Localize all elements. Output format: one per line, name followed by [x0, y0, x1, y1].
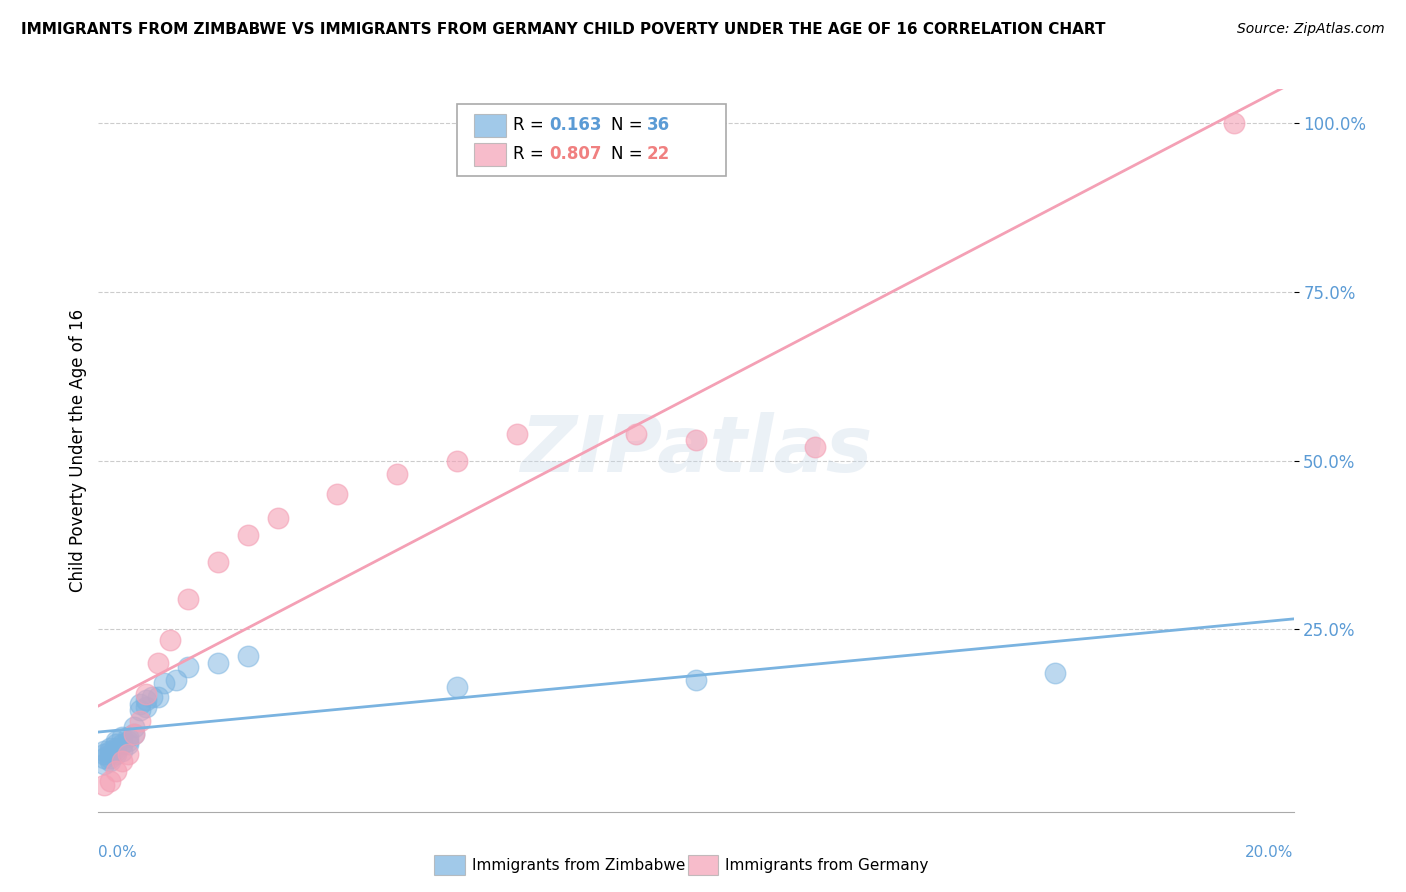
Point: [105, 764, 128, 779]
Point: [148, 656, 170, 670]
Point: [236, 649, 259, 664]
Text: Source: ZipAtlas.com: Source: ZipAtlas.com: [1237, 22, 1385, 37]
Point: [506, 426, 529, 441]
Point: [93, 750, 115, 764]
Point: [129, 703, 152, 717]
Text: R =: R =: [513, 145, 550, 163]
Text: 0.0%: 0.0%: [98, 846, 138, 861]
Point: [117, 734, 139, 748]
Point: [105, 747, 128, 762]
Point: [93, 744, 115, 758]
Point: [98, 744, 122, 758]
Point: [165, 673, 187, 687]
Point: [148, 690, 170, 704]
Point: [446, 680, 468, 694]
FancyBboxPatch shape: [474, 143, 506, 166]
Point: [135, 693, 157, 707]
Point: [685, 434, 707, 448]
Point: [153, 676, 176, 690]
Point: [93, 778, 115, 792]
Point: [98, 774, 122, 789]
Point: [135, 687, 157, 701]
Point: [385, 467, 409, 481]
FancyBboxPatch shape: [457, 103, 725, 176]
Text: ZIPatlas: ZIPatlas: [520, 412, 872, 489]
Text: 0.163: 0.163: [548, 116, 602, 135]
Point: [207, 555, 229, 569]
Text: Immigrants from Zimbabwe: Immigrants from Zimbabwe: [472, 858, 686, 872]
Point: [93, 757, 115, 772]
Point: [98, 750, 122, 764]
Point: [177, 592, 200, 607]
FancyBboxPatch shape: [474, 114, 506, 136]
Point: [124, 727, 146, 741]
Point: [111, 744, 134, 758]
Text: 0.807: 0.807: [548, 145, 602, 163]
Point: [1223, 116, 1246, 130]
Point: [141, 690, 163, 704]
Point: [177, 659, 200, 673]
Point: [117, 747, 139, 762]
Point: [129, 697, 152, 711]
Point: [111, 737, 134, 751]
Point: [117, 737, 139, 751]
Point: [685, 673, 707, 687]
Text: 36: 36: [647, 116, 671, 135]
Point: [124, 727, 146, 741]
Text: 20.0%: 20.0%: [1246, 846, 1294, 861]
Point: [98, 740, 122, 755]
Y-axis label: Child Poverty Under the Age of 16: Child Poverty Under the Age of 16: [69, 309, 87, 592]
Text: IMMIGRANTS FROM ZIMBABWE VS IMMIGRANTS FROM GERMANY CHILD POVERTY UNDER THE AGE : IMMIGRANTS FROM ZIMBABWE VS IMMIGRANTS F…: [21, 22, 1105, 37]
Point: [1043, 666, 1066, 681]
Point: [105, 734, 128, 748]
Text: N =: N =: [612, 145, 648, 163]
Point: [117, 731, 139, 745]
Point: [207, 656, 229, 670]
Point: [124, 720, 146, 734]
Text: 22: 22: [647, 145, 671, 163]
Point: [135, 700, 157, 714]
Text: Immigrants from Germany: Immigrants from Germany: [725, 858, 929, 872]
Point: [159, 632, 181, 647]
Point: [105, 740, 128, 755]
Point: [98, 747, 122, 762]
Text: N =: N =: [612, 116, 648, 135]
Point: [111, 731, 134, 745]
Point: [93, 747, 115, 762]
Point: [267, 511, 290, 525]
Point: [105, 737, 128, 751]
Point: [111, 754, 134, 768]
Point: [804, 440, 827, 454]
Point: [626, 426, 648, 441]
Point: [105, 744, 128, 758]
Text: R =: R =: [513, 116, 550, 135]
Point: [326, 487, 349, 501]
Point: [446, 453, 468, 467]
Point: [129, 714, 152, 728]
Point: [98, 754, 122, 768]
Point: [236, 528, 259, 542]
